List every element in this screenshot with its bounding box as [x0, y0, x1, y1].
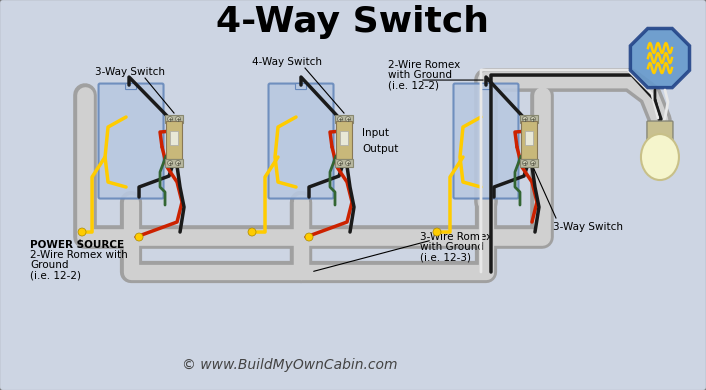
Bar — [336, 121, 352, 159]
Bar — [170, 131, 178, 145]
Text: 2-Wire Romex with: 2-Wire Romex with — [30, 250, 128, 260]
Circle shape — [337, 117, 342, 122]
Text: POWER SOURCE: POWER SOURCE — [30, 240, 124, 250]
Circle shape — [337, 161, 342, 165]
Text: Input: Input — [362, 128, 389, 138]
Bar — [525, 131, 533, 145]
Text: 2-Wire Romex: 2-Wire Romex — [388, 60, 460, 70]
Bar — [520, 159, 538, 167]
Text: Output: Output — [362, 144, 398, 154]
Text: © www.BuildMyOwnCabin.com: © www.BuildMyOwnCabin.com — [182, 358, 397, 372]
Text: 3-Wire Romex: 3-Wire Romex — [420, 232, 492, 242]
Text: 4-Way Switch: 4-Way Switch — [217, 5, 489, 39]
FancyBboxPatch shape — [126, 83, 136, 90]
Bar — [165, 115, 183, 123]
Text: 4-Way Switch: 4-Way Switch — [252, 57, 322, 67]
FancyBboxPatch shape — [268, 83, 333, 199]
Text: (i.e. 12-2): (i.e. 12-2) — [388, 80, 439, 90]
Ellipse shape — [641, 134, 679, 180]
Bar — [335, 159, 353, 167]
Circle shape — [530, 161, 535, 165]
Circle shape — [305, 233, 313, 241]
Bar — [166, 121, 182, 159]
Text: (i.e. 12-2): (i.e. 12-2) — [30, 270, 81, 280]
FancyBboxPatch shape — [99, 83, 164, 199]
Text: 3-Way Switch: 3-Way Switch — [553, 222, 623, 232]
Circle shape — [522, 161, 527, 165]
Circle shape — [167, 161, 172, 165]
FancyBboxPatch shape — [481, 83, 491, 90]
Polygon shape — [630, 28, 690, 88]
Bar — [165, 159, 183, 167]
Circle shape — [522, 117, 527, 122]
FancyBboxPatch shape — [647, 121, 673, 141]
Circle shape — [78, 228, 86, 236]
Circle shape — [345, 161, 350, 165]
Circle shape — [176, 117, 181, 122]
Bar — [335, 115, 353, 123]
Circle shape — [248, 228, 256, 236]
Circle shape — [176, 161, 181, 165]
Circle shape — [345, 117, 350, 122]
FancyBboxPatch shape — [453, 83, 518, 199]
Text: Ground: Ground — [30, 260, 68, 270]
Circle shape — [433, 228, 441, 236]
Bar — [340, 131, 348, 145]
Text: 3-Way Switch: 3-Way Switch — [95, 67, 165, 77]
Circle shape — [530, 117, 535, 122]
Text: with Ground: with Ground — [388, 70, 452, 80]
Text: (i.e. 12-3): (i.e. 12-3) — [420, 252, 471, 262]
Text: with Ground: with Ground — [420, 242, 484, 252]
Bar — [520, 115, 538, 123]
Bar — [521, 121, 537, 159]
FancyBboxPatch shape — [296, 83, 306, 90]
Circle shape — [167, 117, 172, 122]
Circle shape — [135, 233, 143, 241]
